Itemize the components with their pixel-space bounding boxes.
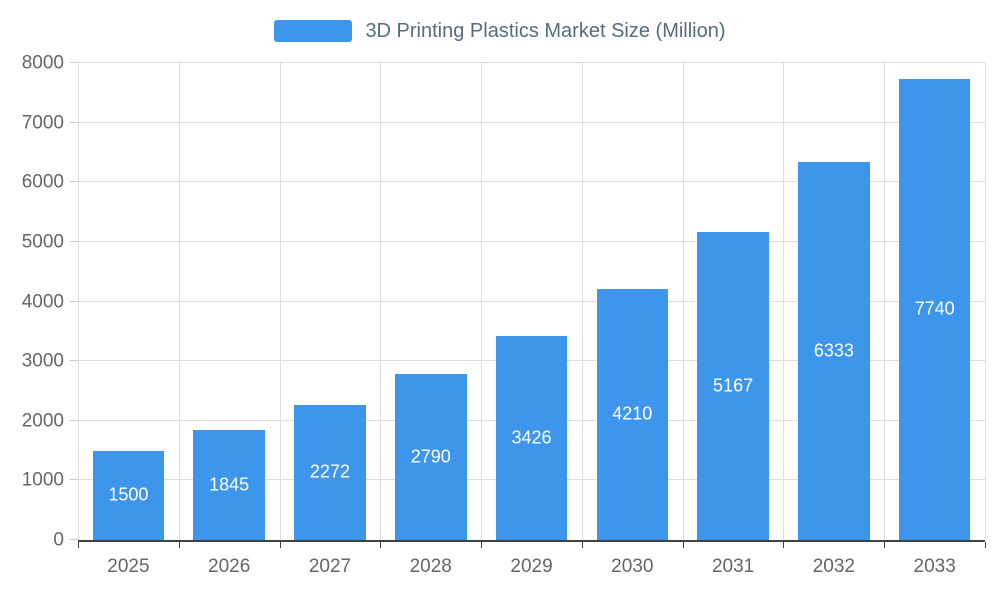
y-axis: 0 1000 2000 3000 4000 5000 6000 7000 8000 — [0, 54, 64, 550]
x-tick-label: 2028 — [409, 556, 452, 577]
y-tick-label: 1000 — [21, 469, 64, 491]
bar-2032[interactable]: 6333 — [798, 162, 870, 540]
bar-value-label: 1845 — [209, 474, 250, 495]
category-band: 2790 — [380, 63, 481, 540]
vertical-gridline — [481, 63, 483, 540]
bar-2031[interactable]: 5167 — [697, 231, 769, 540]
category-band: 7740 — [884, 63, 985, 540]
category-band: 3426 — [481, 63, 582, 540]
bars-layer: 1500 1845 2272 2790 3426 4210 5167 6333 7740 — [78, 63, 985, 540]
y-tick-mark — [70, 240, 78, 242]
bar-value-label: 2790 — [410, 446, 451, 467]
bar-value-label: 7740 — [914, 298, 955, 319]
y-tick-label: 3000 — [21, 350, 64, 372]
bar-2030[interactable]: 4210 — [596, 288, 669, 540]
category-band: 1845 — [179, 63, 280, 540]
y-tick-label: 8000 — [21, 52, 64, 74]
y-tick-mark — [70, 539, 78, 540]
category-band: 6333 — [783, 63, 884, 540]
y-tick-mark — [70, 419, 78, 421]
bar-value-label: 3426 — [511, 427, 552, 448]
vertical-gridline — [884, 63, 886, 540]
category-band: 1500 — [78, 63, 179, 540]
y-tick-mark — [70, 121, 78, 123]
bar-value-label: 2272 — [309, 461, 350, 482]
x-tick-mark — [481, 542, 483, 548]
x-tick-mark — [78, 542, 79, 548]
x-tick-label: 2027 — [308, 556, 352, 577]
vertical-gridline — [783, 63, 785, 540]
y-tick-label: 2000 — [21, 410, 64, 432]
x-tick-mark — [279, 542, 281, 548]
bar-value-label: 1500 — [108, 484, 149, 505]
bar-value-label: 4210 — [612, 403, 653, 424]
bar-2027[interactable]: 2272 — [294, 404, 366, 540]
x-tick-mark — [581, 542, 583, 548]
y-tick-mark — [70, 479, 78, 481]
x-tick-label: 2032 — [812, 556, 855, 577]
y-tick-mark — [70, 181, 78, 183]
vertical-gridline — [178, 63, 180, 540]
horizontal-gridline — [78, 240, 985, 242]
chart-title: 3D Printing Plastics Market Size (Millio… — [365, 19, 726, 42]
y-tick-mark — [70, 360, 78, 362]
horizontal-gridline — [78, 300, 985, 302]
x-tick-mark — [884, 542, 886, 548]
x-tick-mark — [380, 542, 382, 548]
y-tick-label: 5000 — [21, 231, 64, 253]
vertical-gridline — [78, 63, 79, 540]
x-tick-label: 2030 — [611, 556, 654, 577]
bar-value-label: 5167 — [713, 375, 754, 396]
horizontal-gridline — [78, 62, 985, 63]
bar-2026[interactable]: 1845 — [193, 430, 265, 540]
vertical-gridline — [581, 63, 583, 540]
vertical-gridline — [380, 63, 382, 540]
x-tick-mark — [985, 542, 986, 548]
x-tick-mark — [783, 542, 785, 548]
bar-2033[interactable]: 7740 — [898, 78, 971, 540]
y-tick-mark — [70, 62, 78, 63]
chart-legend-item[interactable]: 3D Printing Plastics Market Size (Millio… — [0, 16, 1000, 46]
x-axis: 2025 2026 2027 2028 2029 2030 2031 2032 2033 — [78, 556, 985, 578]
y-tick-label: 4000 — [21, 291, 64, 312]
category-band: 4210 — [582, 63, 683, 540]
y-tick-label: 6000 — [21, 171, 64, 193]
x-tick-mark — [178, 542, 180, 548]
horizontal-gridline — [78, 181, 985, 183]
bar-2029[interactable]: 3426 — [495, 335, 568, 540]
vertical-gridline — [682, 63, 684, 540]
bar-2025[interactable]: 1500 — [92, 450, 165, 540]
x-tick-label: 2033 — [913, 556, 956, 577]
bar-2028[interactable]: 2790 — [394, 373, 467, 540]
y-tick-mark — [70, 300, 78, 302]
x-tick-label: 2025 — [107, 556, 150, 577]
x-tick-label: 2029 — [510, 556, 553, 577]
category-band: 2272 — [280, 63, 381, 540]
bar-value-label: 6333 — [813, 340, 854, 361]
vertical-gridline — [985, 63, 986, 540]
category-band: 5167 — [683, 63, 784, 540]
y-tick-label: 7000 — [21, 112, 64, 134]
plot-area: 1500 1845 2272 2790 3426 4210 5167 6333 7740 — [70, 62, 986, 548]
x-tick-mark — [682, 542, 684, 548]
vertical-gridline — [279, 63, 281, 540]
x-tick-label: 2031 — [711, 556, 755, 577]
x-tick-label: 2026 — [208, 556, 251, 577]
legend-swatch-icon — [274, 20, 353, 42]
y-tick-label: 0 — [53, 529, 64, 551]
horizontal-gridline — [78, 121, 985, 123]
